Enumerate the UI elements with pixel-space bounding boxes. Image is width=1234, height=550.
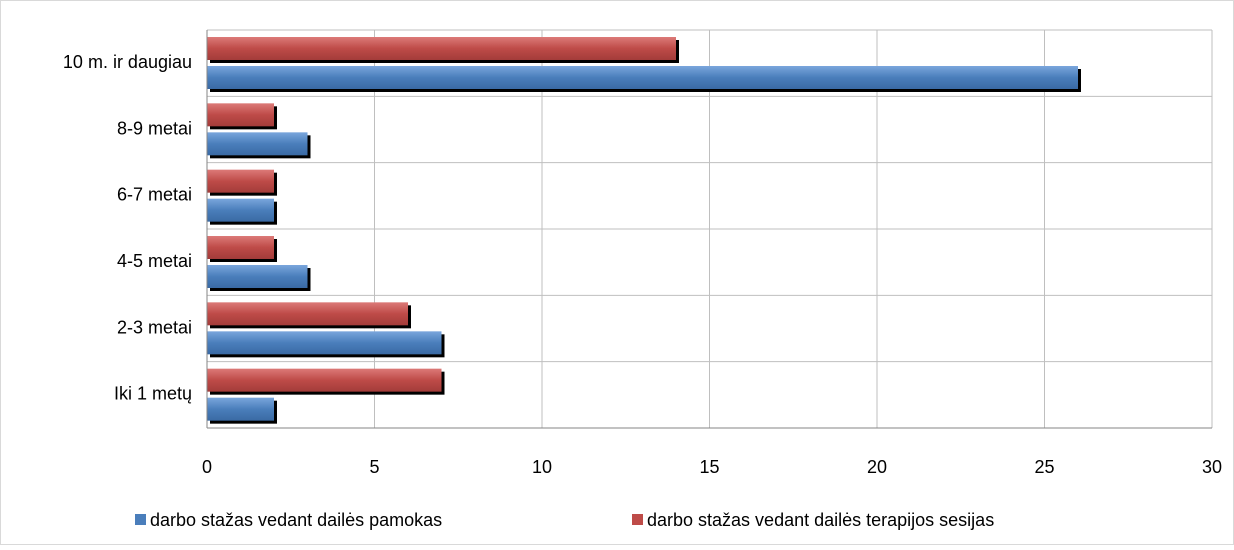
y-tick-label: 4-5 metai xyxy=(117,251,192,271)
y-tick-label: 2-3 metai xyxy=(117,317,192,337)
bar xyxy=(207,302,408,326)
legend-swatch xyxy=(135,514,146,525)
y-tick-label: 10 m. ir daugiau xyxy=(63,52,192,72)
y-tick-label: 6-7 metai xyxy=(117,185,192,205)
legend-label: darbo stažas vedant dailės terapijos ses… xyxy=(647,510,994,530)
bar xyxy=(207,236,274,259)
y-tick-label: 8-9 metai xyxy=(117,118,192,138)
x-tick-label: 0 xyxy=(202,457,212,477)
x-tick-label: 5 xyxy=(369,457,379,477)
y-tick-label: Iki 1 metų xyxy=(114,384,192,404)
bar xyxy=(207,103,274,127)
bar xyxy=(207,368,442,392)
bar xyxy=(207,37,676,60)
bar xyxy=(207,169,274,193)
bar xyxy=(207,132,308,156)
legend-label: darbo stažas vedant dailės pamokas xyxy=(150,510,442,530)
x-tick-label: 30 xyxy=(1202,457,1222,477)
x-tick-label: 20 xyxy=(867,457,887,477)
bar xyxy=(207,66,1078,89)
bar xyxy=(207,265,308,288)
x-tick-label: 25 xyxy=(1034,457,1054,477)
x-tick-label: 15 xyxy=(699,457,719,477)
bar xyxy=(207,397,274,421)
legend-swatch xyxy=(632,514,643,525)
bar xyxy=(207,198,274,222)
bar xyxy=(207,331,442,355)
x-tick-label: 10 xyxy=(532,457,552,477)
